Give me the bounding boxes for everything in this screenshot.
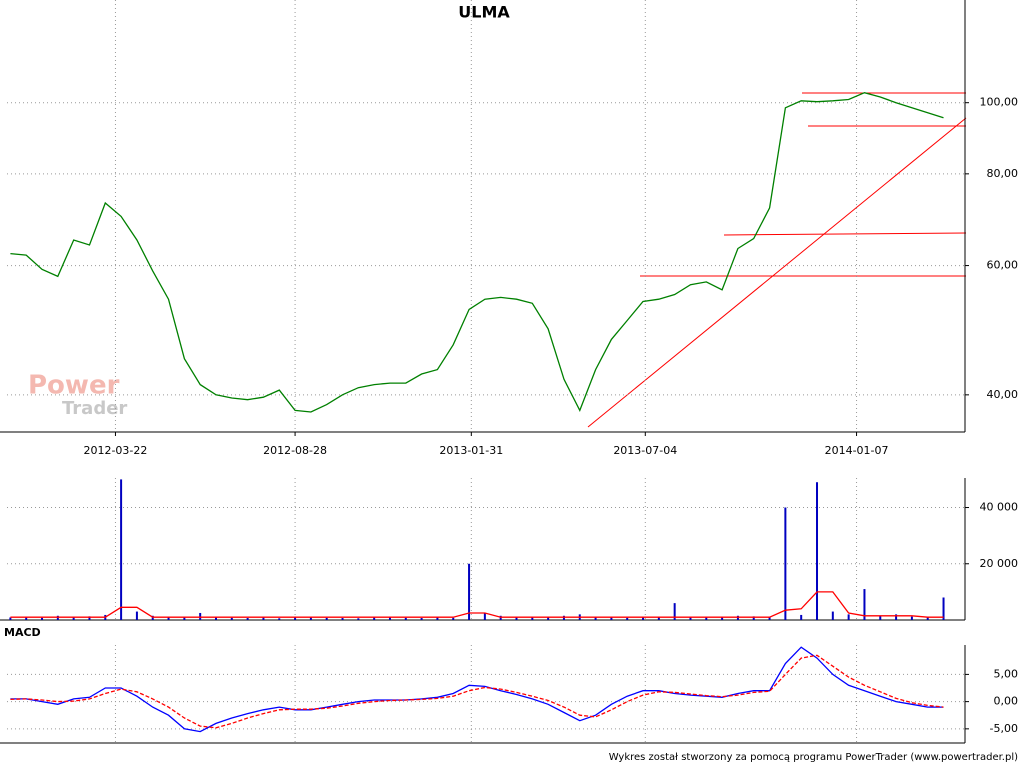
x-tick-label: 2014-01-07 — [825, 444, 889, 457]
volume-bar — [831, 611, 834, 620]
y-tick-label: 20 000 — [980, 557, 1019, 570]
volume-bar — [388, 617, 391, 620]
panel-title: MACD — [4, 626, 41, 639]
chart-title: ULMA — [458, 3, 510, 22]
volume-bar — [436, 617, 439, 620]
y-tick-label: 80,00 — [987, 167, 1019, 180]
volume-bar — [325, 617, 328, 620]
trend-line — [723, 232, 967, 236]
volume-bar — [294, 617, 297, 620]
volume-bar — [88, 616, 91, 620]
volume-bar — [721, 617, 724, 620]
volume-bar — [515, 616, 518, 620]
volume-bar — [230, 617, 233, 620]
series-line — [10, 654, 944, 729]
trend-lines — [587, 92, 967, 428]
volume-bar — [736, 615, 739, 620]
volume-bar — [926, 617, 929, 620]
volume-bar — [642, 617, 645, 620]
y-tick-label: 40,00 — [987, 388, 1019, 401]
volume-bar — [135, 611, 138, 620]
volume-bar — [483, 612, 486, 620]
volume-bar — [547, 617, 550, 620]
volume-bar — [468, 563, 471, 620]
volume-bar — [499, 615, 502, 620]
footer: Wykres został stworzony za pomocą progra… — [609, 752, 1018, 763]
y-tick-label: 60,00 — [987, 259, 1019, 272]
volume-bar — [278, 618, 281, 620]
volume-bar — [847, 614, 850, 620]
volume-bar — [768, 617, 771, 620]
volume-bar — [531, 617, 534, 620]
x-tick-label: 2012-03-22 — [83, 444, 147, 457]
volume-bar — [262, 617, 265, 620]
volume-bar — [420, 618, 423, 620]
volume-bar — [341, 618, 344, 620]
watermark: Trader — [62, 398, 127, 419]
volume-bar — [246, 618, 249, 620]
x-tick-label: 2013-07-04 — [613, 444, 677, 457]
volume-bar — [626, 617, 629, 620]
volume-bar — [657, 616, 660, 620]
volume-bar — [151, 615, 154, 620]
volume-bar — [800, 614, 803, 620]
y-tick-label: 5,00 — [994, 667, 1019, 680]
volume-bar — [25, 616, 28, 620]
volume-bar — [594, 616, 597, 620]
volume-bar — [705, 617, 708, 620]
volume-bar — [610, 617, 613, 620]
volume-bar — [404, 617, 407, 620]
volume-bar — [167, 616, 170, 620]
volume-bar — [673, 603, 676, 620]
series-line — [10, 646, 944, 733]
volume-bar — [72, 616, 75, 620]
trend-line — [587, 117, 967, 428]
volume-bar — [357, 618, 360, 620]
volume-bar — [9, 617, 12, 620]
series-line — [10, 591, 944, 618]
y-tick-label: -5,00 — [990, 722, 1018, 735]
volume-bar — [120, 479, 123, 620]
volume-bar — [452, 617, 455, 620]
volume-bar — [199, 612, 202, 620]
volume-bar — [816, 482, 819, 620]
volume-bar — [784, 507, 787, 620]
volume-bar — [752, 616, 755, 620]
volume-bar — [56, 615, 59, 620]
volume-bar — [562, 615, 565, 620]
volume-bar — [214, 617, 217, 620]
x-tick-label: 2013-01-31 — [439, 444, 503, 457]
volume-bar — [183, 617, 186, 620]
volume-bar — [910, 616, 913, 620]
volume-bar — [863, 589, 866, 620]
y-tick-label: 0,00 — [994, 695, 1019, 708]
series-line — [10, 92, 944, 413]
volume-bar — [942, 597, 945, 620]
volume-bar — [879, 615, 882, 620]
watermark: Power — [28, 371, 120, 401]
y-tick-label: 100,00 — [980, 96, 1019, 109]
x-tick-label: 2012-08-28 — [263, 444, 327, 457]
volume-bar — [41, 617, 44, 620]
volume-bar — [373, 617, 376, 620]
volume-bar — [689, 616, 692, 620]
volume-bar — [895, 614, 898, 620]
volume-bar — [309, 616, 312, 620]
y-tick-label: 40 000 — [980, 501, 1019, 514]
